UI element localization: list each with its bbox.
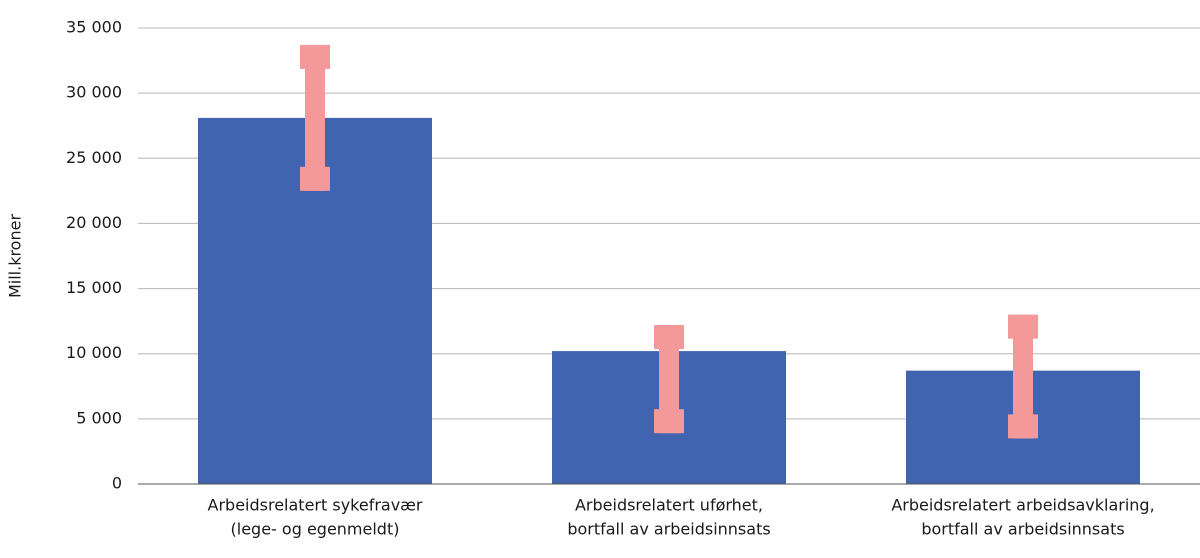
x-tick-label: bortfall av arbeidsinnsats	[921, 520, 1124, 539]
y-tick-label: 25 000	[66, 148, 122, 167]
y-tick-label: 15 000	[66, 278, 122, 297]
x-tick-label: Arbeidsrelatert sykefravær	[208, 496, 423, 515]
y-tick-label: 10 000	[66, 343, 122, 362]
error-cap-upper	[654, 325, 684, 350]
error-bar	[305, 44, 325, 191]
y-tick-label: 0	[112, 474, 122, 493]
y-tick-label: 30 000	[66, 83, 122, 102]
error-cap-lower	[654, 409, 684, 434]
error-bar	[1013, 314, 1033, 439]
error-cap-upper	[1008, 314, 1038, 339]
x-tick-label: Arbeidsrelatert arbeidsavklaring,	[891, 496, 1154, 515]
error-cap-lower	[300, 166, 330, 191]
x-tick-label: bortfall av arbeidsinnsats	[567, 520, 770, 539]
x-tick-label: (lege- og egenmeldt)	[231, 520, 400, 539]
error-cap-upper	[300, 44, 330, 69]
y-tick-label: 5 000	[76, 408, 122, 427]
error-bar	[659, 325, 679, 434]
y-tick-label: 20 000	[66, 213, 122, 232]
x-tick-label: Arbeidsrelatert uførhet,	[575, 496, 763, 515]
error-cap-lower	[1008, 414, 1038, 439]
y-axis-label: Mill.kroner	[6, 214, 25, 298]
y-tick-label: 35 000	[66, 18, 122, 37]
